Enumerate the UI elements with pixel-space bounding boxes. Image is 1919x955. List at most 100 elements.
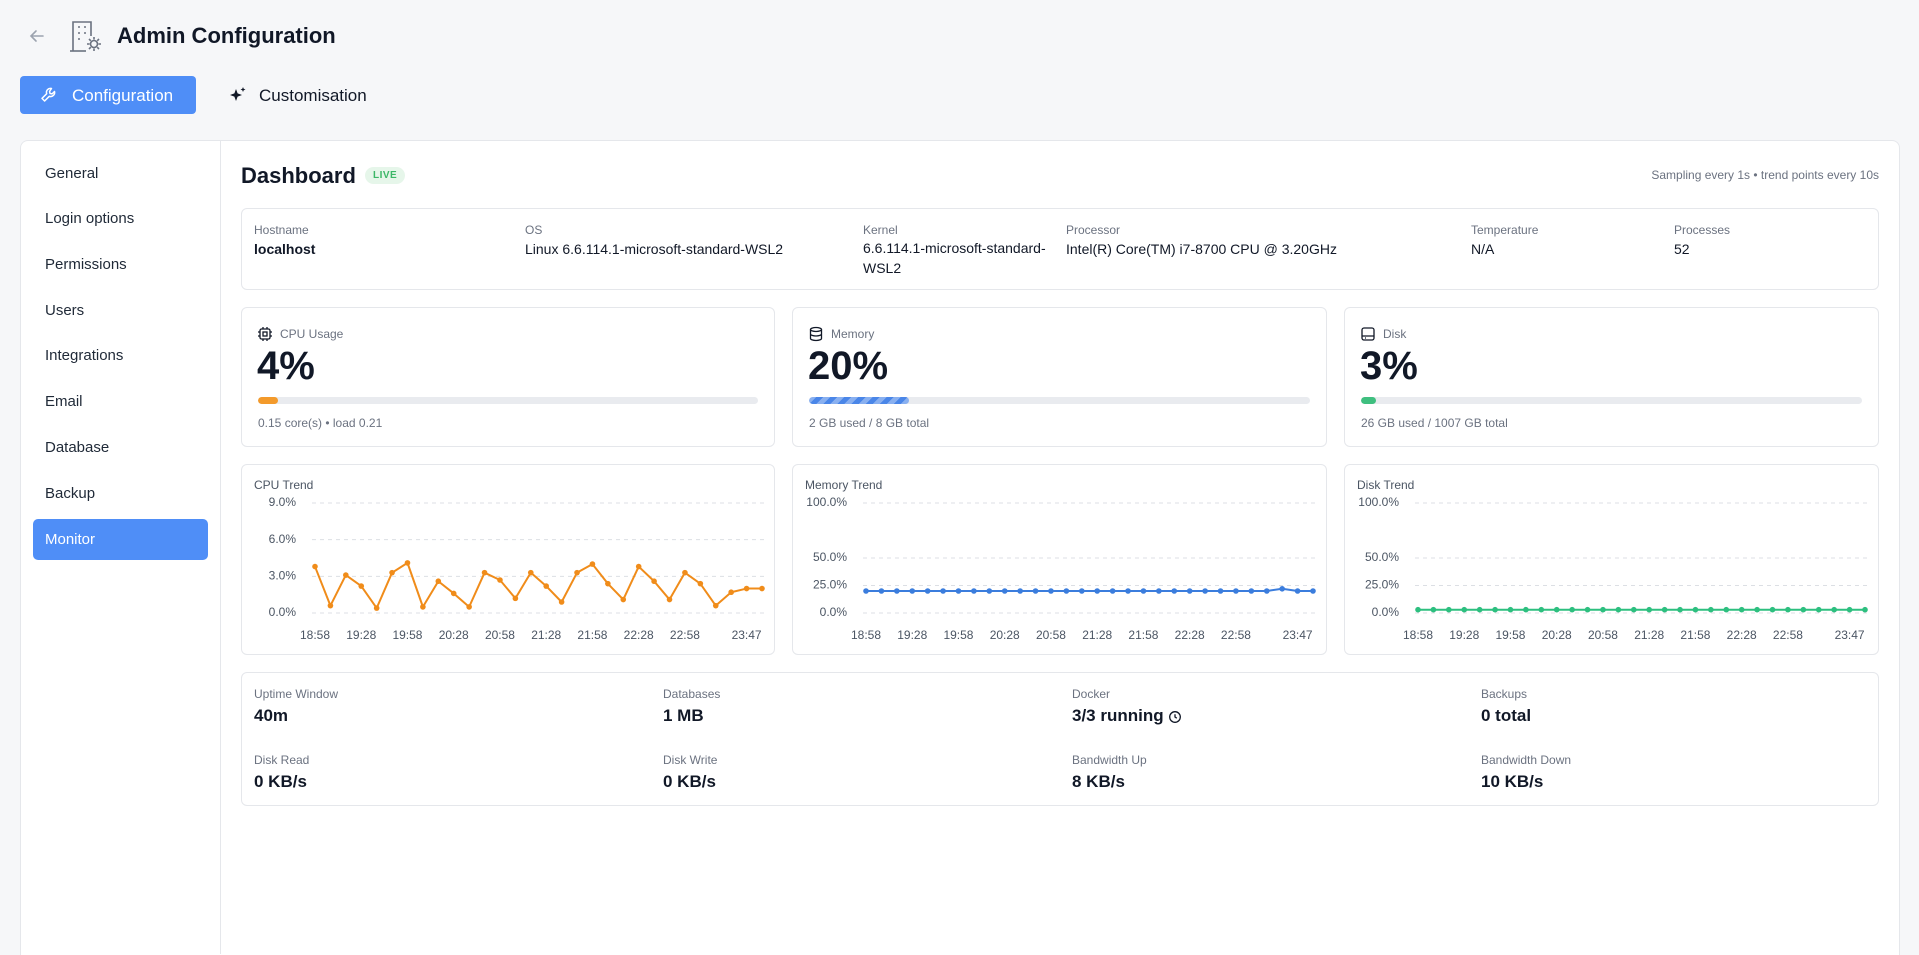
stat-value: 0 KB/s <box>254 772 307 791</box>
trend-point <box>1584 606 1591 613</box>
trend-point <box>1600 606 1606 613</box>
trend-point <box>682 569 688 576</box>
stat-label: Bandwidth Down <box>1481 753 1572 767</box>
nav-item[interactable]: Users <box>45 302 85 319</box>
trend-point <box>558 599 565 605</box>
trend-point <box>1538 606 1545 613</box>
metric-value: 3% <box>1360 344 1418 388</box>
trend-point <box>1063 588 1070 594</box>
nav-item[interactable]: Permissions <box>45 256 127 273</box>
trend-point <box>589 561 596 567</box>
x-tick-label: 23:47 <box>1835 628 1865 642</box>
info-icon[interactable] <box>1168 710 1182 724</box>
x-tick-label: 19:28 <box>346 628 376 642</box>
trend-point <box>1677 606 1683 613</box>
y-tick-label: 100.0% <box>806 495 847 509</box>
trend-point <box>373 605 380 611</box>
trend-point <box>863 588 869 594</box>
nav-item[interactable]: Database <box>45 439 110 456</box>
trend-point <box>1078 588 1085 594</box>
trend-chart: Disk Trend 0.0% 25.0% 50.0% 100.0% 18:58 19:28… <box>1357 478 1869 642</box>
trend-point <box>1723 606 1730 613</box>
x-tick-label: 22:58 <box>1221 628 1251 642</box>
trend-point <box>909 588 916 594</box>
trend-point <box>574 569 580 576</box>
trend-point <box>1048 588 1054 594</box>
trend-point <box>743 585 750 592</box>
nav-item[interactable]: Backup <box>45 485 96 502</box>
trend-point <box>1415 606 1421 613</box>
trend-point <box>1661 606 1668 613</box>
stat-value: 0 total <box>1481 706 1532 725</box>
active-nav-bg <box>33 519 208 560</box>
back-button[interactable] <box>28 27 46 45</box>
info-value: Linux 6.6.114.1-microsoft-standard-WSL2 <box>525 241 784 257</box>
trend-point <box>1202 588 1208 594</box>
trend-point <box>1140 588 1147 594</box>
stat-label: Databases <box>663 687 721 701</box>
trend-point <box>1523 606 1529 613</box>
nav-item[interactable]: Email <box>45 393 83 410</box>
trend-point <box>955 588 962 594</box>
trend-point <box>620 596 627 603</box>
stat-value: 0 KB/s <box>663 772 716 791</box>
trend-point <box>1461 606 1468 613</box>
x-tick-label: 20:58 <box>485 628 515 642</box>
trend-point <box>1785 606 1791 613</box>
metric-detail: 0.15 core(s) • load 0.21 <box>258 416 383 430</box>
x-tick-label: 22:58 <box>1773 628 1803 642</box>
x-tick-label: 21:58 <box>1128 628 1158 642</box>
trend-point <box>1507 606 1514 613</box>
trend-point <box>1492 606 1498 613</box>
trend-point <box>1186 588 1193 594</box>
trend-point <box>1279 586 1285 592</box>
nav-item[interactable]: Monitor <box>45 531 96 548</box>
trend-point <box>1248 588 1255 594</box>
stat-value: 40m <box>254 706 289 725</box>
disk-icon <box>1361 327 1375 341</box>
y-tick-label: 3.0% <box>269 569 297 583</box>
trend-point <box>1094 588 1101 594</box>
info-value: localhost <box>254 241 316 257</box>
info-label: OS <box>525 223 543 237</box>
stat-value: 8 KB/s <box>1072 772 1125 791</box>
trend-point <box>435 578 442 585</box>
system-info: Hostname localhost OS Linux 6.6.114.1-mi… <box>241 208 1879 290</box>
y-tick-label: 100.0% <box>1358 495 1399 509</box>
trend-point <box>466 604 472 610</box>
trend-point <box>481 569 488 576</box>
nav-item[interactable]: General <box>45 165 99 182</box>
nav-item[interactable]: Integrations <box>45 347 124 364</box>
trend-point <box>1171 588 1178 594</box>
tab-customisation[interactable]: Customisation <box>259 86 367 105</box>
trend-point <box>497 577 503 583</box>
x-tick-label: 18:58 <box>851 628 881 642</box>
info-value: N/A <box>1471 241 1495 257</box>
tab-configuration[interactable]: Configuration <box>20 76 196 114</box>
wrench-icon <box>41 87 56 102</box>
trend-point <box>728 589 734 596</box>
trend-point <box>1769 606 1776 613</box>
y-tick-label: 9.0% <box>269 495 297 509</box>
x-tick-label: 19:58 <box>943 628 973 642</box>
x-tick-label: 20:28 <box>439 628 469 642</box>
x-tick-label: 19:28 <box>897 628 927 642</box>
trend-point <box>924 588 931 594</box>
trend-point <box>1738 606 1745 613</box>
trend-point <box>1846 606 1853 613</box>
progress-bar <box>1361 397 1377 404</box>
x-tick-label: 23:47 <box>732 628 762 642</box>
y-tick-label: 6.0% <box>269 532 297 546</box>
y-tick-label: 0.0% <box>1372 605 1400 619</box>
trend-line <box>866 587 1313 592</box>
nav-item[interactable]: Login options <box>45 210 135 227</box>
trend-point <box>527 569 534 576</box>
y-tick-label: 0.0% <box>269 605 297 619</box>
y-tick-label: 50.0% <box>1365 550 1399 564</box>
chart-title: Memory Trend <box>805 478 882 492</box>
trend-point <box>666 596 673 603</box>
trend-point <box>327 602 334 609</box>
trend-point <box>759 585 765 592</box>
x-tick-label: 21:28 <box>531 628 561 642</box>
